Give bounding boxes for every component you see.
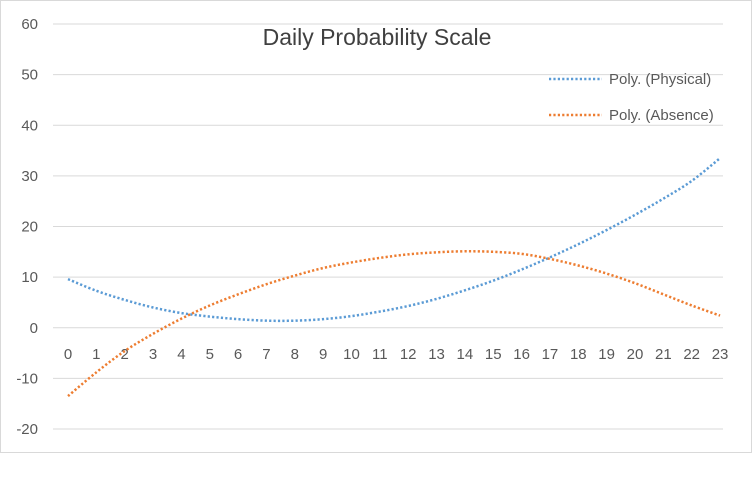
y-tick-label: 30 bbox=[21, 168, 38, 185]
series-line-0 bbox=[67, 157, 721, 323]
x-tick-label: 7 bbox=[262, 346, 270, 363]
y-tick-label: 20 bbox=[21, 219, 38, 236]
x-tick-label: 21 bbox=[655, 346, 672, 363]
x-tick-label: 8 bbox=[291, 346, 299, 363]
x-axis-tick-labels: 0 1 2 3 4 5 6 7 8 9 10 11 12 13 14 15 16 17 18 19 20 21 22 23 bbox=[64, 346, 729, 363]
x-tick-label: 14 bbox=[457, 346, 474, 363]
x-tick-label: 3 bbox=[149, 346, 157, 363]
x-tick-label: 0 bbox=[64, 346, 72, 363]
x-tick-label: 2 bbox=[121, 346, 129, 363]
y-tick-label: 60 bbox=[21, 16, 38, 33]
y-axis-tick-labels: 60 50 40 30 20 10 0 -10 -20 bbox=[16, 16, 38, 438]
x-tick-label: 4 bbox=[177, 346, 185, 363]
legend-label: Poly. (Absence) bbox=[609, 107, 714, 124]
x-tick-label: 22 bbox=[683, 346, 700, 363]
legend: Poly. (Physical) Poly. (Absence) bbox=[549, 71, 714, 124]
x-tick-label: 17 bbox=[542, 346, 559, 363]
x-tick-label: 13 bbox=[428, 346, 445, 363]
series-line-1 bbox=[67, 250, 721, 398]
x-tick-label: 10 bbox=[343, 346, 360, 363]
x-tick-label: 9 bbox=[319, 346, 327, 363]
x-tick-label: 5 bbox=[206, 346, 214, 363]
y-tick-label: 10 bbox=[21, 269, 38, 286]
x-tick-label: 6 bbox=[234, 346, 242, 363]
chart-frame: 60 50 40 30 20 10 0 -10 -20 0 1 2 3 4 5 6 7 8 9 10 11 12 13 14… bbox=[0, 0, 752, 453]
chart-title: Daily Probability Scale bbox=[263, 24, 492, 50]
x-tick-label: 15 bbox=[485, 346, 502, 363]
y-tick-label: 0 bbox=[30, 320, 38, 337]
y-tick-label: 40 bbox=[21, 117, 38, 134]
x-tick-label: 20 bbox=[627, 346, 644, 363]
x-tick-label: 16 bbox=[513, 346, 530, 363]
x-tick-label: 12 bbox=[400, 346, 417, 363]
y-tick-label: -20 bbox=[16, 421, 38, 438]
gridlines bbox=[53, 23, 723, 430]
x-tick-label: 11 bbox=[372, 346, 388, 363]
x-tick-label: 19 bbox=[598, 346, 615, 363]
y-tick-label: -10 bbox=[16, 370, 38, 387]
legend-label: Poly. (Physical) bbox=[609, 71, 711, 88]
x-tick-label: 23 bbox=[712, 346, 729, 363]
y-tick-label: 50 bbox=[21, 67, 38, 84]
x-tick-label: 18 bbox=[570, 346, 587, 363]
series-lines bbox=[67, 157, 721, 398]
x-tick-label: 1 bbox=[92, 346, 100, 363]
